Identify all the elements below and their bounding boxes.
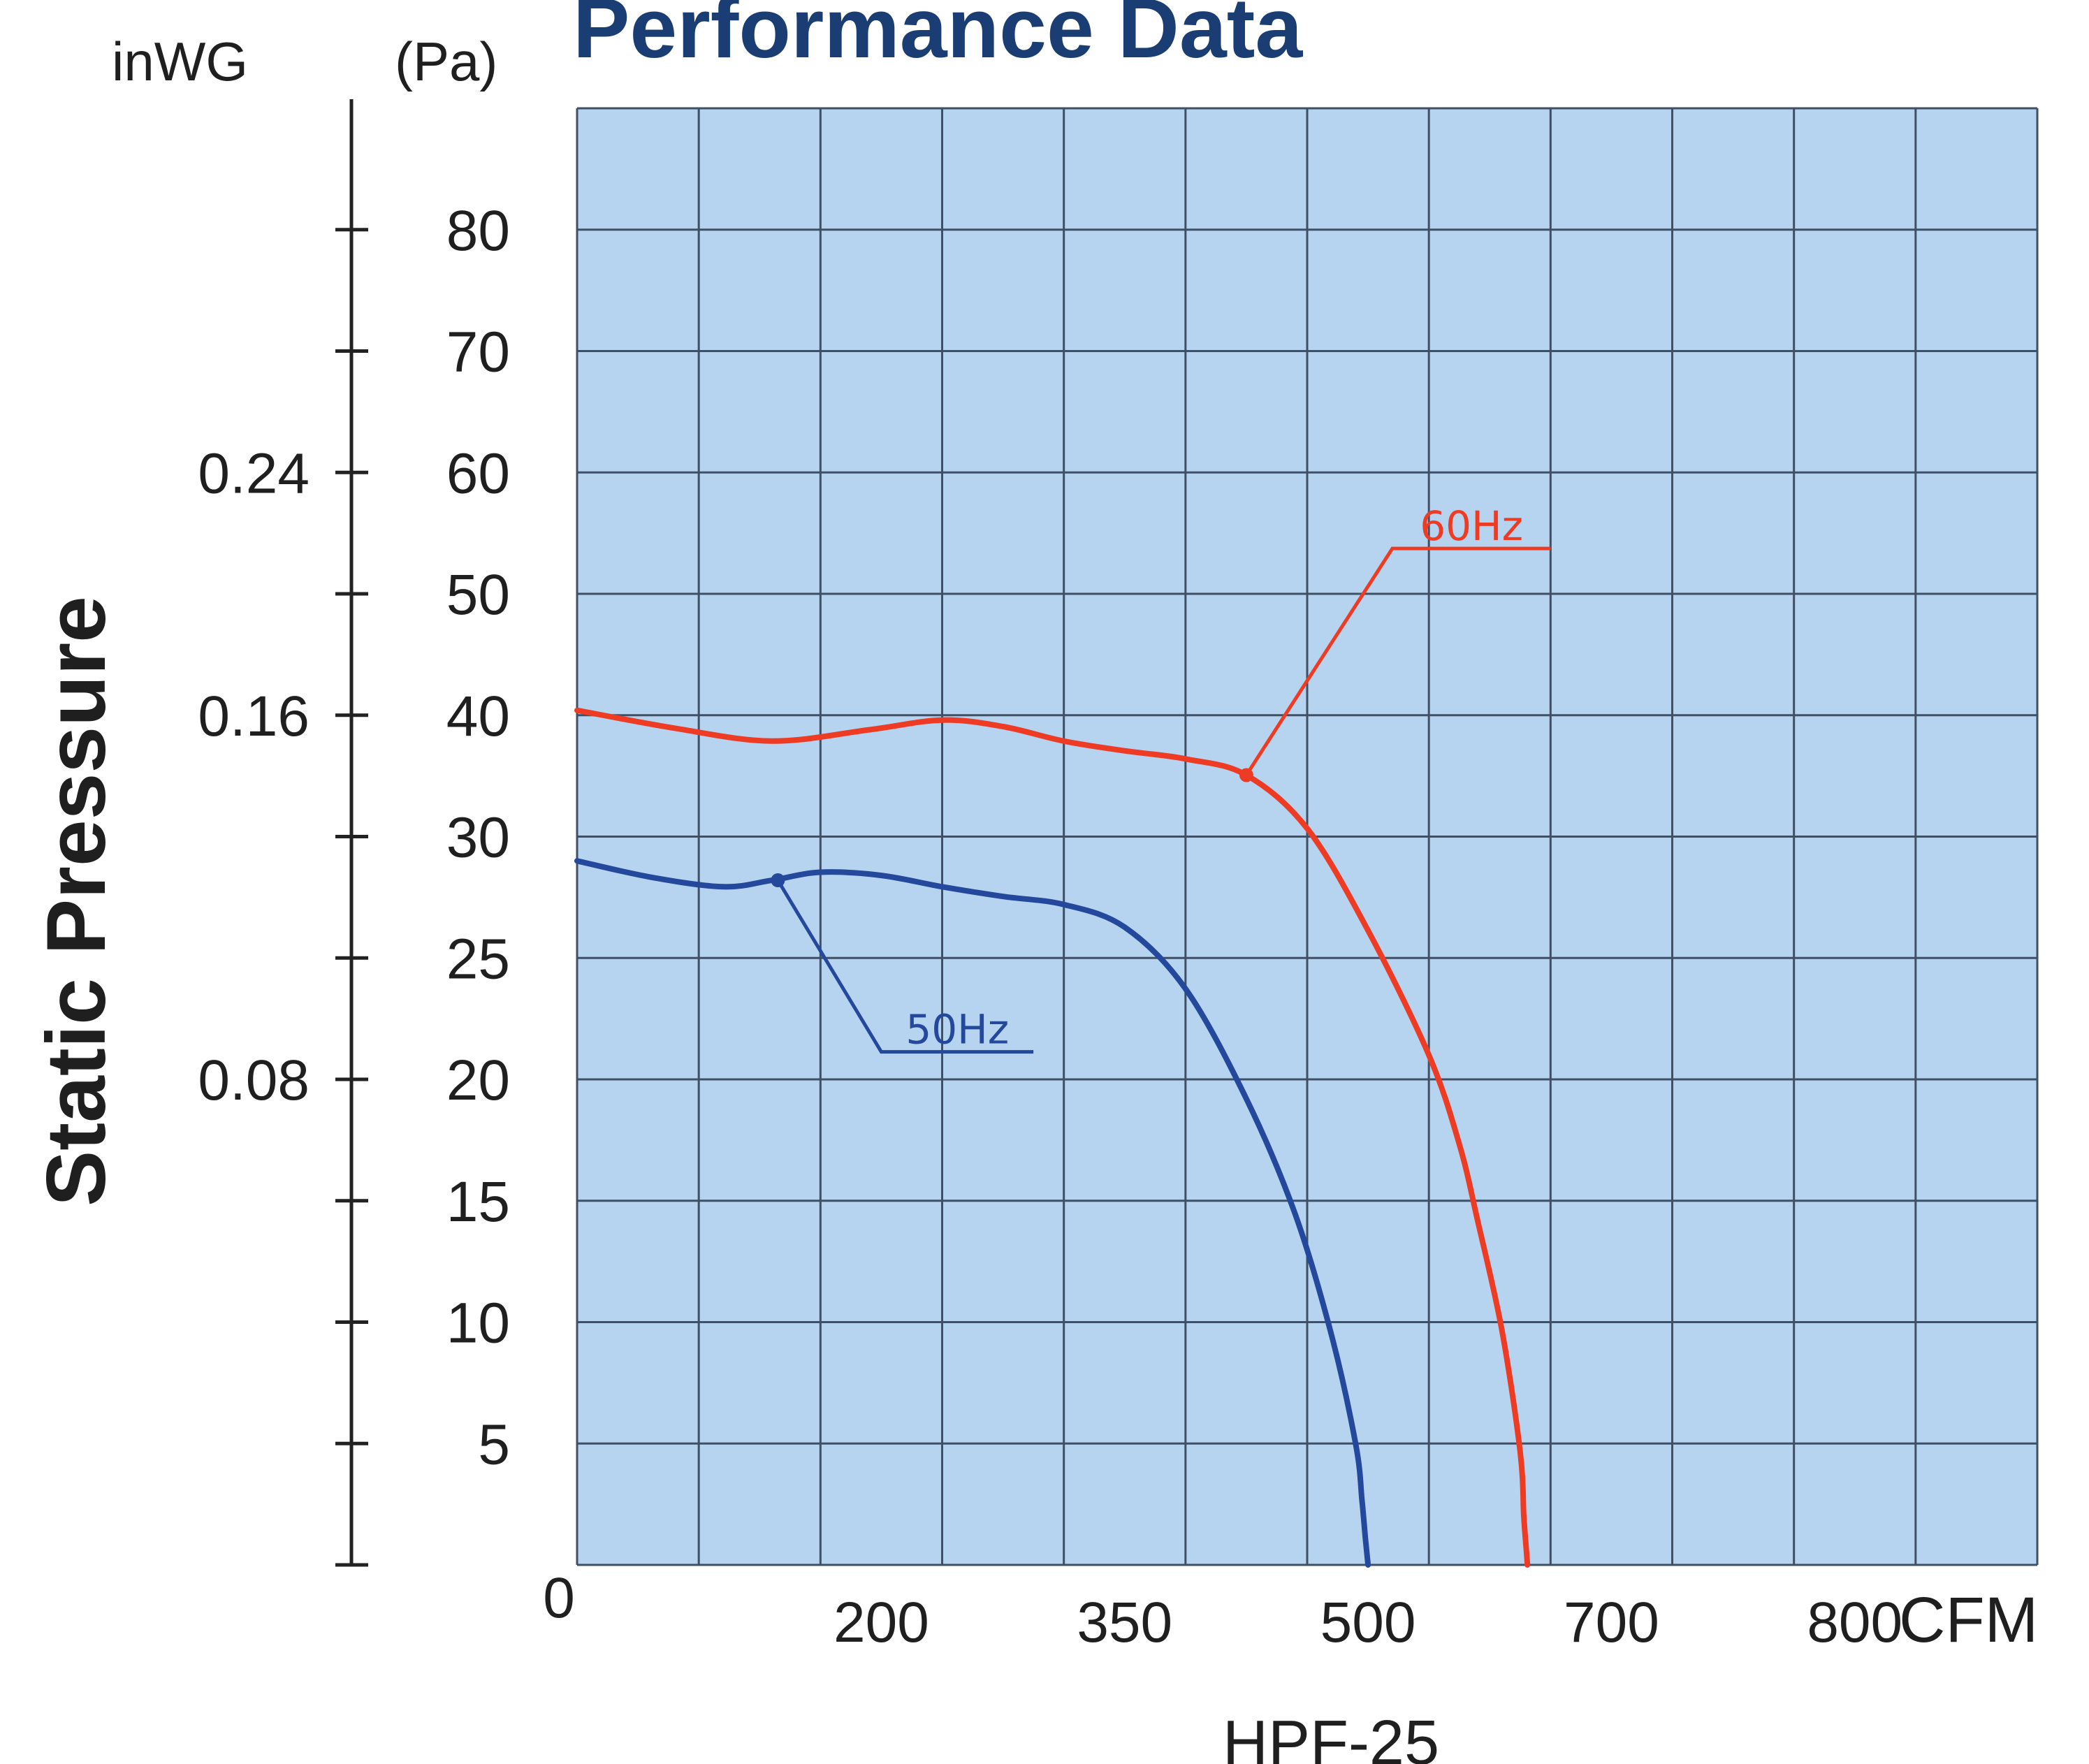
y-tick-label: 80: [446, 199, 510, 263]
y-axis-label: Static Pressure: [29, 596, 123, 1207]
series-label-50hz: 50Hz: [905, 1006, 1009, 1054]
series-line-60hz: [574, 707, 1531, 1568]
series-label-60hz: 60Hz: [1420, 502, 1523, 550]
annotation-marker-50hz: [771, 873, 785, 888]
inwg-tick-labels: 0.08 0.16 0.24: [198, 442, 310, 1112]
y-tick-label: 25: [446, 927, 510, 991]
x-tick-label: 800: [1807, 1591, 1902, 1654]
annotation-leader-60hz: [1244, 546, 1551, 776]
inwg-tick-label: 0.08: [198, 1049, 310, 1112]
chart-title: Performance Data: [573, 0, 1303, 75]
series-annotations: 60Hz 50Hz: [771, 502, 1551, 1054]
y-unit-pa: (Pa): [395, 31, 497, 92]
x-unit-label: CFM: [1899, 1584, 2038, 1656]
y-tick-label: 10: [446, 1292, 510, 1355]
y-tick-label: 20: [446, 1049, 510, 1112]
chart-subtitle: HPF-25: [1223, 1708, 1439, 1764]
y-tick-label: 15: [446, 1170, 510, 1234]
annotation-leader-50hz: [776, 879, 1034, 1054]
y-tick-label: 5: [478, 1413, 510, 1476]
inwg-tick-label: 0.16: [198, 685, 310, 748]
x-tick-labels: 0 200 350 500 700 800: [543, 1566, 1902, 1654]
inwg-tick-label: 0.24: [198, 442, 310, 505]
grid-lines: [576, 107, 2039, 1566]
inwg-ticks: [335, 228, 368, 1567]
x-tick-label: 0: [543, 1566, 575, 1630]
y-tick-label: 30: [446, 806, 510, 870]
x-tick-label: 500: [1320, 1591, 1416, 1654]
y-tick-label: 50: [446, 563, 510, 627]
y-tick-labels: 5 10 15 20 25 30 40 50 60 70 80: [446, 199, 510, 1477]
annotation-marker-60hz: [1239, 768, 1253, 782]
x-tick-label: 200: [834, 1591, 929, 1654]
y-tick-label: 60: [446, 442, 510, 505]
y-tick-label: 40: [446, 685, 510, 748]
x-tick-label: 700: [1564, 1591, 1659, 1654]
y-tick-label: 70: [446, 321, 510, 384]
x-tick-label: 350: [1077, 1591, 1172, 1654]
y-unit-inwg: inWG: [112, 31, 248, 92]
